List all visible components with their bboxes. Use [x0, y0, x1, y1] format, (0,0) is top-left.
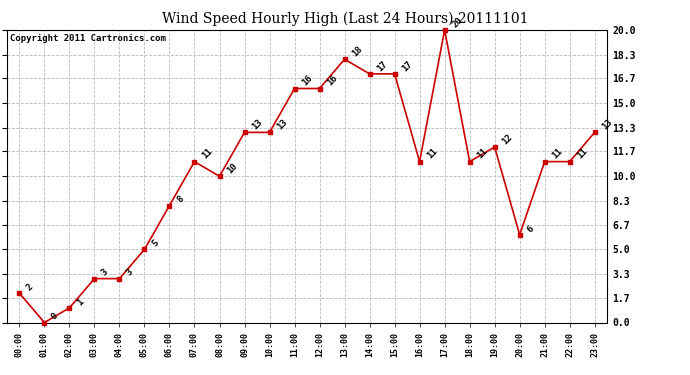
- Text: 11: 11: [575, 147, 589, 161]
- Text: Wind Speed Hourly High (Last 24 Hours) 20111101: Wind Speed Hourly High (Last 24 Hours) 2…: [161, 11, 529, 26]
- Text: 11: 11: [200, 147, 214, 161]
- Text: 17: 17: [375, 59, 389, 73]
- Text: 17: 17: [400, 59, 414, 73]
- Text: 16: 16: [325, 74, 339, 88]
- Text: 10: 10: [225, 162, 239, 176]
- Text: 1: 1: [75, 297, 85, 307]
- Text: Copyright 2011 Cartronics.com: Copyright 2011 Cartronics.com: [10, 34, 166, 44]
- Text: 18: 18: [350, 45, 364, 58]
- Text: 11: 11: [425, 147, 439, 161]
- Text: 3: 3: [100, 268, 110, 278]
- Text: 3: 3: [125, 268, 135, 278]
- Text: 13: 13: [600, 118, 614, 132]
- Text: 8: 8: [175, 195, 185, 205]
- Text: 6: 6: [525, 224, 535, 234]
- Text: 13: 13: [250, 118, 264, 132]
- Text: 5: 5: [150, 238, 160, 249]
- Text: 12: 12: [500, 132, 514, 146]
- Text: 20: 20: [450, 15, 464, 29]
- Text: 11: 11: [475, 147, 489, 161]
- Text: 13: 13: [275, 118, 289, 132]
- Text: 11: 11: [550, 147, 564, 161]
- Text: 2: 2: [25, 282, 35, 292]
- Text: 16: 16: [300, 74, 314, 88]
- Text: 0: 0: [50, 312, 60, 322]
